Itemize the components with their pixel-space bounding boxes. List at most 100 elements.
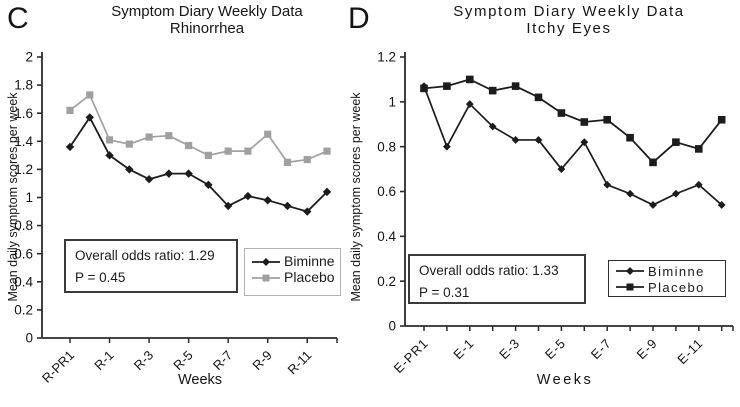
legend-marker-glyph [252,274,280,282]
biminne-diamond-marker [263,196,272,205]
panel-d-p-value: P = 0.31 [419,285,470,300]
y-tick-label: 1.4 [14,134,33,149]
y-tick-label: 0 [25,331,33,346]
placebo-square-marker-icon [615,281,645,293]
y-tick-label: 0.4 [377,229,396,244]
x-tick-label: R-7 [210,348,235,373]
panel-c-plot: 2 1.8 1.6 1.4 1.2 1 0.8 0.6 0.4 0.2 0 R-PR1 R-1 R-3 R-… [14,50,338,386]
y-tick-label: 0.2 [377,274,396,289]
x-tick-labels: E-PR1 E-1 E-3 E-5 E-7 E-9 E-11 [391,336,706,377]
y-tick-label: 0.2 [14,303,33,318]
legend-item-biminne: Biminne [615,263,719,279]
x-axis-ticks [423,326,734,331]
biminne-diamond-marker [65,142,75,152]
panel-c-stats-box: Overall odds ratio: 1.29 P = 0.45 [64,239,238,293]
biminne-series [420,82,726,209]
x-tick-label: E-7 [588,336,615,363]
biminne-diamond-marker [243,191,253,201]
y-axis-ticks: 1.2 1 0.8 0.6 0.4 0.2 0 [377,50,405,334]
legend-label: Biminne [284,253,335,269]
y-tick-label: 1 [388,94,396,109]
legend-marker-shape [626,283,634,291]
legend-item-biminne: Biminne [251,253,335,269]
y-tick-label: 0 [388,319,396,334]
x-tick-label: R-3 [131,348,156,373]
biminne-diamond-marker [626,189,634,198]
axes [41,52,337,339]
biminne-diamond-marker [204,180,213,190]
y-tick-label: 1.8 [14,78,33,93]
panel-d-plot: 1.2 1 0.8 0.6 0.4 0.2 0 E-PR1 E-1 E-3 E-5 E-7 E-9 E-1… [377,50,734,377]
y-tick-label: 0.4 [14,274,33,289]
biminne-line [69,116,328,213]
panel-d-title-line2: Itchy Eyes [526,20,612,37]
panel-c-title-line1: Symptom Diary Weekly Data [111,3,303,20]
placebo-square-marker [66,106,74,114]
panel-d-legend: Biminne Placebo [608,260,726,297]
legend-item-placebo: Placebo [251,269,335,285]
x-tick-label: E-9 [634,336,661,363]
legend-label: Placebo [648,279,705,295]
legend-marker-shape [262,274,270,282]
x-axis-ticks [69,338,338,343]
biminne-diamond-marker [649,201,657,209]
axes [404,52,733,327]
placebo-square-marker [323,147,331,155]
placebo-square-marker [626,133,634,142]
x-tick-label: E-3 [496,336,523,363]
placebo-square-marker [145,133,153,141]
y-tick-label: 1.2 [14,162,33,177]
biminne-diamond-marker [488,122,497,131]
y-tick-label: 0.8 [14,218,33,233]
y-tick-label: 1.6 [14,106,33,121]
placebo-square-marker [557,109,566,117]
legend-marker-shape [626,267,634,275]
panel-d-y-axis-label: Mean daily symptom scores per week [349,92,363,302]
biminne-diamond-marker [125,165,134,174]
y-tick-label: 1 [25,190,33,205]
biminne-diamond-marker [717,201,726,209]
placebo-square-marker [86,91,94,99]
placebo-square-marker [488,86,497,95]
placebo-line [423,78,723,164]
placebo-square-marker [125,140,133,148]
biminne-diamond-marker [694,180,703,189]
biminne-line [423,85,723,206]
x-tick-label: R-9 [249,348,274,373]
placebo-square-marker [695,145,703,153]
biminne-diamond-marker [164,169,174,178]
placebo-square-marker [649,158,657,167]
y-axis-ticks: 2 1.8 1.6 1.4 1.2 1 0.8 0.6 0.4 0.2 0 [14,50,42,346]
biminne-series [65,113,332,216]
biminne-diamond-marker [465,100,474,108]
biminne-diamond-marker-icon [251,255,281,267]
panel-c-odds-ratio: Overall odds ratio: 1.29 [75,248,215,263]
placebo-square-marker-icon [251,271,281,283]
legend-label: Biminne [648,263,705,279]
panel-c-y-axis-label: Mean daily symptom scores per week [6,92,20,302]
biminne-diamond-marker [603,180,612,189]
panel-c-legend: Biminne Placebo [244,248,341,296]
biminne-diamond-marker [85,113,94,122]
legend-label: Placebo [284,269,335,285]
x-tick-label: E-1 [450,336,477,363]
placebo-square-marker [672,138,680,146]
panel-c-title-line2: Rhinorrhea [169,20,245,37]
placebo-square-marker [105,136,114,144]
legend-item-placebo: Placebo [615,279,719,295]
placebo-square-marker [603,115,611,124]
panel-d-title: Symptom Diary Weekly Data Itchy Eyes [420,3,718,37]
placebo-series [420,75,726,167]
x-tick-label: E-5 [542,336,569,363]
placebo-square-marker [185,141,193,150]
biminne-diamond-marker-icon [615,265,645,277]
placebo-square-marker [443,82,451,90]
panel-d-stats-box: Overall odds ratio: 1.33 P = 0.31 [408,254,586,304]
panel-d-x-axis-label: Weeks [536,372,594,388]
x-tick-label: R-PR1 [39,348,77,386]
panel-d-letter: D [348,2,370,35]
biminne-diamond-marker [283,201,292,211]
placebo-square-marker [303,155,311,164]
panel-c-title: Symptom Diary Weekly Data Rhinorrhea [57,3,357,37]
